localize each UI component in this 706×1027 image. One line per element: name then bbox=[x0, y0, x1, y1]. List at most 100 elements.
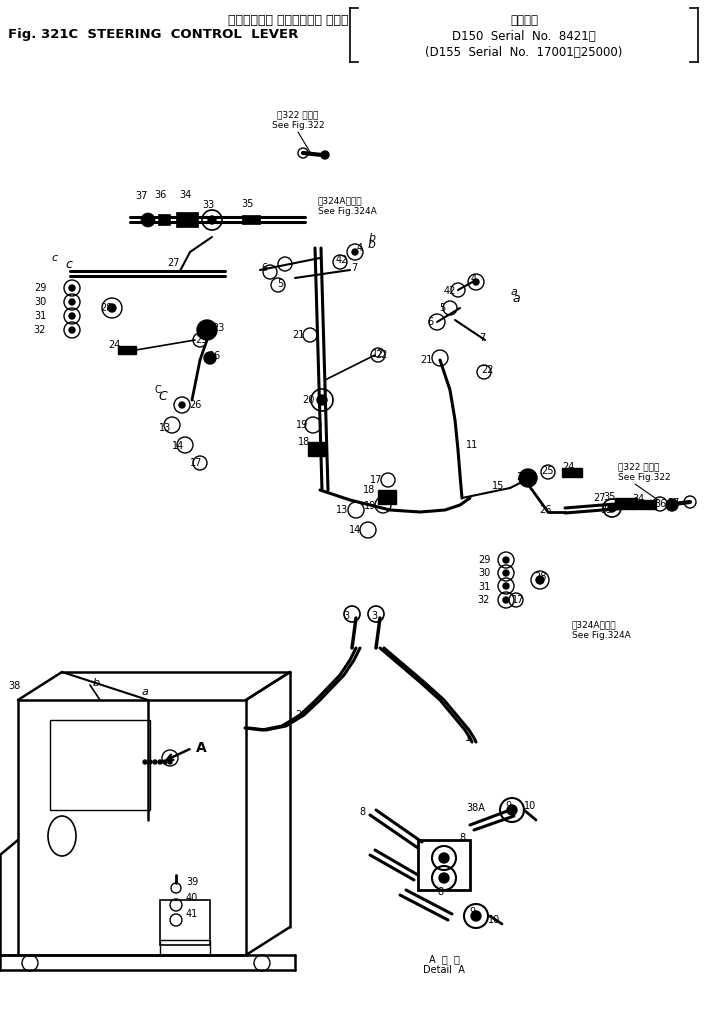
Circle shape bbox=[317, 395, 327, 405]
Circle shape bbox=[519, 469, 537, 487]
Text: 第324A図参照: 第324A図参照 bbox=[572, 620, 616, 629]
Text: 22: 22 bbox=[481, 365, 493, 375]
Text: 13: 13 bbox=[159, 423, 171, 433]
Circle shape bbox=[141, 213, 155, 227]
Text: 16: 16 bbox=[209, 351, 221, 362]
Text: 21: 21 bbox=[292, 330, 304, 340]
Text: A  詳  拡: A 詳 拡 bbox=[429, 954, 460, 964]
Text: a: a bbox=[510, 287, 517, 297]
Circle shape bbox=[143, 760, 147, 764]
Text: 1: 1 bbox=[465, 733, 471, 743]
Text: 6: 6 bbox=[427, 317, 433, 327]
Text: 42: 42 bbox=[336, 255, 348, 265]
Text: 36: 36 bbox=[654, 499, 666, 509]
Text: 第324A図参照: 第324A図参照 bbox=[318, 196, 363, 205]
Text: 9: 9 bbox=[505, 801, 511, 811]
Text: 38: 38 bbox=[8, 681, 20, 691]
Text: 29: 29 bbox=[478, 555, 490, 565]
Text: 23: 23 bbox=[516, 472, 528, 482]
Text: Detail  A: Detail A bbox=[423, 965, 465, 975]
Text: 24: 24 bbox=[108, 340, 120, 350]
Text: 3: 3 bbox=[371, 611, 377, 621]
Text: c: c bbox=[65, 258, 72, 271]
Circle shape bbox=[69, 286, 75, 291]
Circle shape bbox=[503, 557, 509, 563]
Circle shape bbox=[503, 570, 509, 576]
Bar bbox=[308, 442, 326, 456]
Text: C: C bbox=[155, 385, 162, 395]
Circle shape bbox=[439, 873, 449, 883]
Text: 19: 19 bbox=[296, 420, 308, 430]
Text: 3: 3 bbox=[343, 611, 349, 621]
Circle shape bbox=[197, 320, 217, 340]
Text: 28: 28 bbox=[534, 572, 546, 582]
Text: 34: 34 bbox=[632, 494, 644, 504]
Text: 2: 2 bbox=[295, 710, 301, 720]
Text: 30: 30 bbox=[34, 297, 46, 307]
Text: 第322 図参照: 第322 図参照 bbox=[277, 110, 318, 119]
Text: 37: 37 bbox=[666, 498, 679, 508]
Bar bbox=[615, 498, 637, 509]
Text: 32: 32 bbox=[478, 595, 490, 605]
Circle shape bbox=[352, 249, 358, 255]
Bar bbox=[638, 500, 656, 509]
Text: 12: 12 bbox=[372, 349, 384, 359]
Text: 13: 13 bbox=[336, 505, 348, 515]
Circle shape bbox=[148, 760, 152, 764]
Bar bbox=[160, 900, 210, 945]
Text: 39: 39 bbox=[186, 877, 198, 887]
Text: ステアリング コントロール レバー: ステアリング コントロール レバー bbox=[227, 14, 348, 27]
Text: 30: 30 bbox=[478, 568, 490, 578]
Text: 19: 19 bbox=[364, 501, 376, 511]
Circle shape bbox=[608, 504, 616, 512]
Text: See Fig.322: See Fig.322 bbox=[618, 473, 671, 482]
Text: 20: 20 bbox=[301, 395, 314, 405]
Text: (D155  Serial  No.  17001～25000): (D155 Serial No. 17001～25000) bbox=[425, 46, 623, 59]
Text: c: c bbox=[52, 253, 58, 263]
Text: 15: 15 bbox=[492, 481, 504, 491]
Text: b: b bbox=[369, 233, 376, 243]
Circle shape bbox=[439, 853, 449, 863]
Circle shape bbox=[536, 576, 544, 584]
Text: Fig. 321C  STEERING  CONTROL  LEVER: Fig. 321C STEERING CONTROL LEVER bbox=[8, 28, 299, 41]
Circle shape bbox=[69, 299, 75, 305]
Circle shape bbox=[179, 402, 185, 408]
Text: 37: 37 bbox=[136, 191, 148, 201]
Text: 7: 7 bbox=[351, 263, 357, 273]
Circle shape bbox=[168, 760, 172, 764]
Text: 21: 21 bbox=[420, 355, 432, 365]
Text: 第322 図参照: 第322 図参照 bbox=[618, 462, 659, 471]
Circle shape bbox=[666, 499, 678, 511]
Text: 10: 10 bbox=[524, 801, 536, 811]
Circle shape bbox=[163, 760, 167, 764]
Bar bbox=[50, 720, 150, 810]
Bar bbox=[242, 215, 260, 224]
Circle shape bbox=[321, 151, 329, 159]
Text: b: b bbox=[92, 678, 100, 688]
Text: 17: 17 bbox=[190, 458, 202, 468]
Text: 11: 11 bbox=[466, 440, 478, 450]
Text: 29: 29 bbox=[34, 283, 46, 293]
Text: 33: 33 bbox=[600, 505, 612, 515]
Text: 23: 23 bbox=[212, 324, 225, 333]
Text: See Fig.324A: See Fig.324A bbox=[572, 631, 630, 640]
Text: 6: 6 bbox=[261, 263, 267, 273]
Circle shape bbox=[471, 911, 481, 921]
Text: 35: 35 bbox=[604, 492, 616, 502]
Text: 22: 22 bbox=[376, 350, 388, 360]
Bar bbox=[160, 940, 210, 955]
Text: 33: 33 bbox=[202, 200, 214, 210]
Text: 26: 26 bbox=[189, 400, 201, 410]
Text: 5: 5 bbox=[439, 303, 445, 313]
Text: 8: 8 bbox=[437, 887, 443, 897]
Text: C: C bbox=[158, 390, 167, 403]
Text: b: b bbox=[368, 238, 376, 251]
Circle shape bbox=[503, 583, 509, 589]
Circle shape bbox=[69, 327, 75, 333]
Circle shape bbox=[208, 216, 216, 224]
Text: 34: 34 bbox=[179, 190, 191, 200]
Circle shape bbox=[473, 279, 479, 286]
Bar bbox=[562, 468, 582, 477]
Text: a: a bbox=[512, 292, 520, 305]
Circle shape bbox=[108, 304, 116, 312]
